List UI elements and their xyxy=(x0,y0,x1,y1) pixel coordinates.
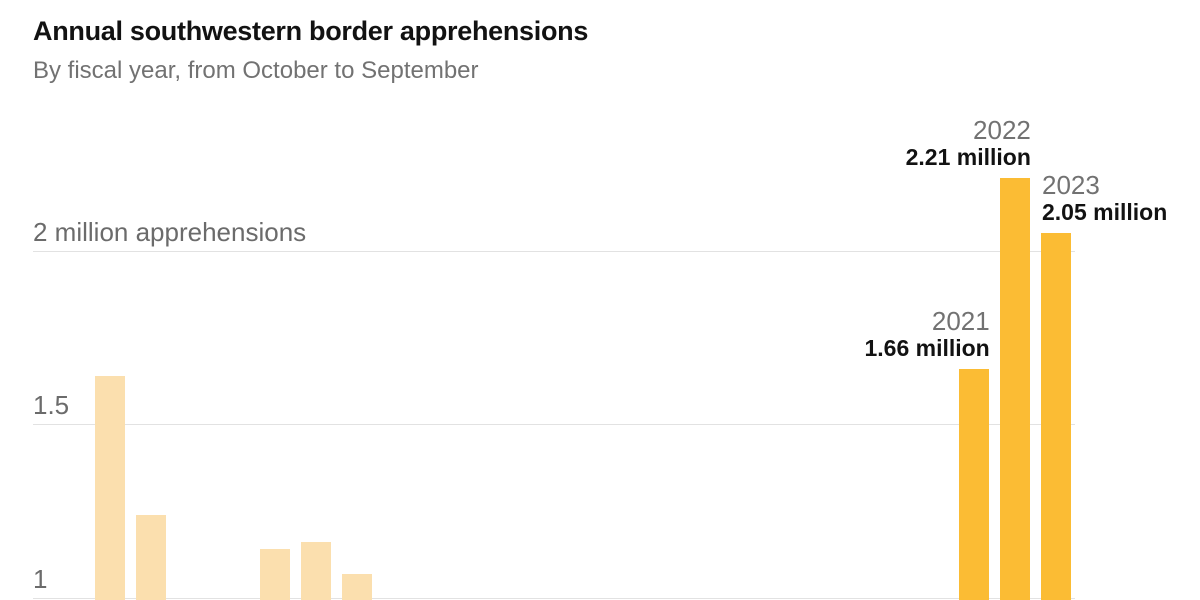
bar-2021 xyxy=(958,368,989,600)
bar-2004 xyxy=(259,549,290,600)
annotation-value-label: 1.66 million xyxy=(864,334,990,361)
gridline-2 xyxy=(33,250,1075,252)
axis-tick-label-2: 2 million apprehensions xyxy=(33,216,307,247)
gridline-1 xyxy=(33,598,1075,599)
bar-2005 xyxy=(300,542,331,600)
chart-title: Annual southwestern border apprehensions xyxy=(33,16,589,46)
bar-2006 xyxy=(341,573,372,600)
bar-2023 xyxy=(1040,233,1071,600)
axis-tick-label-1: 1 xyxy=(33,564,48,594)
annotation-2021: 2021 1.66 million xyxy=(864,307,989,361)
bar-2022 xyxy=(999,177,1030,600)
annotation-2022: 2022 2.21 million xyxy=(906,116,1031,170)
bar-2000 xyxy=(95,375,125,600)
annotation-2023: 2023 2.05 million xyxy=(1042,171,1167,225)
annotation-year-label: 2021 xyxy=(931,305,990,336)
gridline-1.5 xyxy=(33,424,1075,426)
chart-subtitle: By fiscal year, from October to Septembe… xyxy=(33,57,479,84)
bar-2001 xyxy=(136,514,167,600)
annotation-year-label: 2022 xyxy=(973,114,1031,145)
axis-tick-label-1.5: 1.5 xyxy=(33,390,70,421)
annotation-value-label: 2.05 million xyxy=(1041,199,1168,226)
annotation-year-label: 2023 xyxy=(1041,170,1100,201)
annotation-value-label: 2.21 million xyxy=(905,143,1031,170)
